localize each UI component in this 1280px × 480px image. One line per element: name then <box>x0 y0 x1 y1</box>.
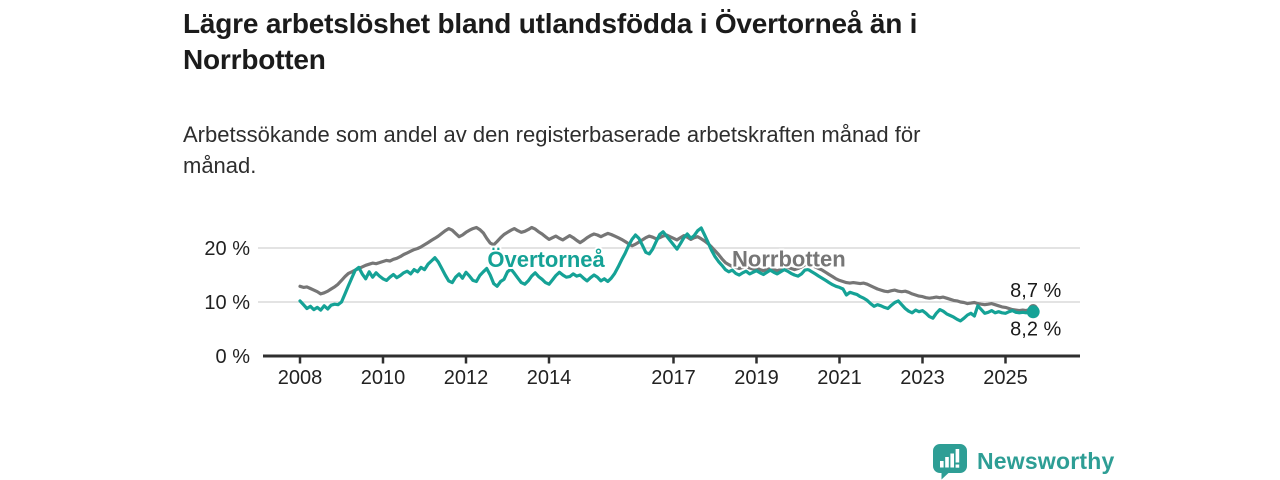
brand-name: Newsworthy <box>977 448 1115 474</box>
svg-text:2010: 2010 <box>361 367 406 389</box>
unemployment-line-chart: 2008 2010 2012 2014 2017 2019 2021 2023 2025 0 % 1… <box>180 210 1100 400</box>
line-chart-svg: 2008 2010 2012 2014 2017 2019 2021 2023 2025 0 % 1… <box>204 225 1080 389</box>
svg-text:2012: 2012 <box>444 367 489 389</box>
svg-text:0 %: 0 % <box>216 346 251 368</box>
svg-text:2017: 2017 <box>651 367 696 389</box>
svg-text:Norrbotten: Norrbotten <box>732 246 846 271</box>
svg-text:8,7 %: 8,7 % <box>1010 280 1061 302</box>
svg-text:10 %: 10 % <box>204 292 250 314</box>
svg-text:2025: 2025 <box>983 367 1028 389</box>
svg-text:2019: 2019 <box>734 367 779 389</box>
page-subtitle: Arbetssökande som andel av den registerb… <box>183 122 921 178</box>
svg-text:2023: 2023 <box>900 367 945 389</box>
page-title: Lägre arbetslöshet bland utlandsfödda i … <box>183 8 918 75</box>
svg-text:2014: 2014 <box>527 367 572 389</box>
svg-text:20 %: 20 % <box>204 238 250 260</box>
svg-text:2021: 2021 <box>817 367 862 389</box>
bar-chart-speech-bubble-icon <box>932 443 968 480</box>
newsworthy-logo[interactable]: Newsworthy <box>932 443 1114 480</box>
svg-text:8,2 %: 8,2 % <box>1010 319 1061 341</box>
svg-text:Övertorneå: Övertorneå <box>487 247 605 272</box>
svg-text:2008: 2008 <box>278 367 323 389</box>
